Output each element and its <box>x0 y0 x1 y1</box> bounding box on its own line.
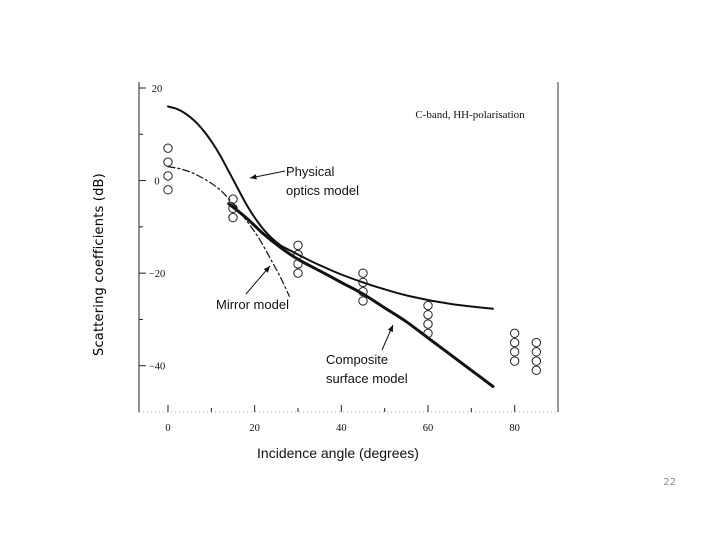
y-tick-label: 0 <box>154 177 159 188</box>
mirror-model-leader-head <box>263 266 270 273</box>
y-tick-label: 20 <box>152 84 163 95</box>
x-tick-label: 60 <box>423 423 434 434</box>
data-point <box>531 337 542 348</box>
data-point <box>163 185 173 195</box>
chart-ticks: 20 0 −20 −40 0 20 40 60 80 <box>139 84 520 434</box>
y-tick-label: −20 <box>149 269 165 280</box>
y-axis-label: Scattering coefficients (dB) <box>92 173 107 356</box>
data-point <box>509 356 520 366</box>
physical-optics-label-line2: optics model <box>286 183 359 198</box>
mirror-model-curve <box>167 166 290 297</box>
data-point <box>423 310 433 320</box>
data-point <box>163 171 173 181</box>
mirror-model-label: Mirror model <box>216 297 289 312</box>
data-point <box>509 337 520 348</box>
data-point <box>423 328 433 339</box>
data-point <box>163 143 173 153</box>
data-point <box>293 240 303 251</box>
data-point <box>163 157 173 167</box>
data-point <box>293 249 303 260</box>
data-point <box>531 347 542 357</box>
data-point <box>358 277 368 288</box>
chart-labels: Incidence angle (degrees) C-band, HH-pola… <box>216 109 525 461</box>
physical-optics-label-line1: Physical <box>286 164 335 179</box>
x-tick-label: 40 <box>336 423 347 434</box>
data-point <box>293 259 303 269</box>
data-point <box>358 286 368 297</box>
data-point <box>531 356 542 366</box>
x-axis-label: Incidence angle (degrees) <box>257 445 419 461</box>
x-tick-label: 0 <box>165 423 170 434</box>
chart-axes <box>138 82 559 413</box>
composite-surface-label-line1: Composite <box>326 352 388 367</box>
chart-points <box>163 143 542 376</box>
physical-optics-leader-head <box>250 174 257 180</box>
data-point <box>358 296 368 306</box>
data-point <box>358 268 368 278</box>
data-point <box>509 347 520 357</box>
x-tick-label: 20 <box>249 423 260 434</box>
data-point <box>228 194 238 204</box>
data-point <box>423 300 433 311</box>
physical-optics-curve <box>167 105 494 310</box>
composite-surface-leader-head <box>387 325 393 332</box>
chart-curves <box>167 105 495 388</box>
plot-annotation: C-band, HH-polarisation <box>415 109 525 121</box>
x-tick-label: 80 <box>509 423 520 434</box>
data-point <box>228 203 238 214</box>
page-number: 22 <box>663 477 676 488</box>
data-point <box>531 365 542 376</box>
data-point <box>423 319 433 329</box>
data-point <box>293 268 303 278</box>
composite-surface-curve <box>227 202 495 388</box>
data-point <box>228 212 238 223</box>
y-tick-label: −40 <box>149 362 165 373</box>
data-point <box>509 328 520 339</box>
composite-surface-label-line2: surface model <box>326 371 408 386</box>
